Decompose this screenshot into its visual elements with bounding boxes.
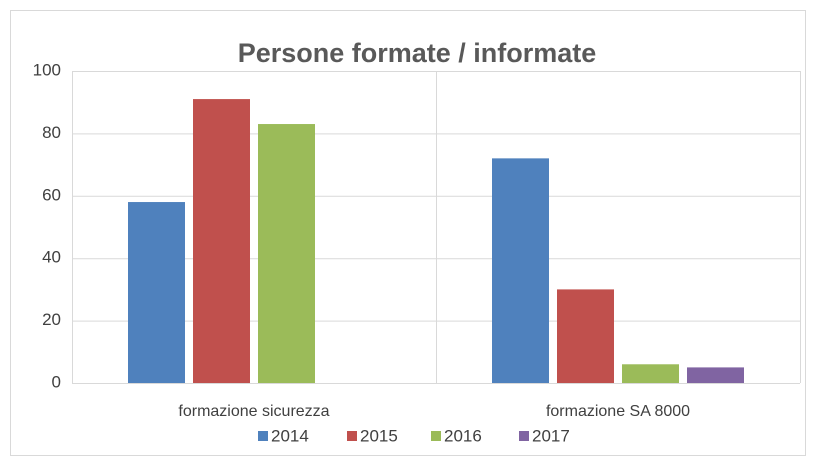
bar [557, 289, 614, 383]
legend-label: 2014 [271, 426, 309, 445]
legend-label: 2015 [360, 426, 398, 445]
bar [193, 99, 250, 383]
legend-swatch [258, 431, 268, 441]
y-tick-label: 20 [42, 310, 61, 329]
y-tick-label: 80 [42, 123, 61, 142]
legend-swatch [431, 431, 441, 441]
bar [128, 202, 185, 383]
bar [258, 124, 315, 383]
bar [687, 367, 744, 383]
y-tick-label: 0 [52, 372, 61, 391]
legend-label: 2017 [532, 426, 570, 445]
y-tick-label: 60 [42, 185, 61, 204]
y-tick-label: 100 [33, 60, 61, 79]
x-tick-label: formazione sicurezza [178, 403, 329, 420]
legend-label: 2016 [444, 426, 482, 445]
bar [622, 364, 679, 383]
x-tick-label: formazione SA 8000 [546, 403, 690, 420]
legend-swatch [347, 431, 357, 441]
legend-swatch [519, 431, 529, 441]
y-tick-label: 40 [42, 248, 61, 267]
chart-title: Persone formate / informate [238, 38, 597, 68]
bar [492, 158, 549, 383]
